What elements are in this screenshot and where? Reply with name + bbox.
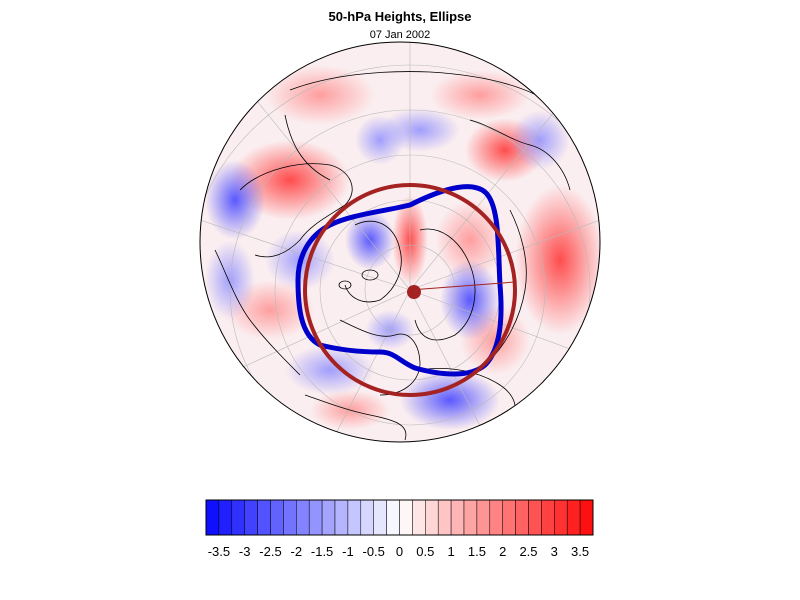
colorbar-swatch [450,499,465,536]
colorbar-tick-label: 0 [396,544,403,559]
colorbar-tick-labels: -3.5 -3 -2.5 -2 -1.5 -1 -0.5 0 0.5 1 1.5 2 2.5 3 3.5 [208,544,589,559]
colorbar-swatch [566,499,581,536]
colorbar-swatch [502,499,516,536]
colorbar-tick-label: -2.5 [259,544,281,559]
colorbar-swatch [373,499,387,536]
colorbar-tick-label: 2.5 [519,544,537,559]
colorbar-swatch [476,499,491,536]
colorbar-swatch [463,499,478,536]
colorbar-swatch [489,499,503,536]
circle-center-marker [407,285,421,299]
fitted-ellipse [295,184,504,377]
colorbar-swatch [360,499,374,536]
colorbar-swatch [528,499,542,536]
colorbar-swatch [218,499,233,536]
height-anomaly-field [200,42,600,442]
colorbar-tick-label: -1.5 [311,544,333,559]
colorbar-swatch [399,499,413,536]
colorbar-swatches [205,499,594,536]
colorbar-tick-label: 2 [499,544,506,559]
colorbar-tick-label: -2 [291,544,303,559]
colorbar-swatch [283,499,297,536]
globe-outline [199,41,601,443]
colorbar-swatch [412,499,426,536]
colorbar-swatch [205,499,220,536]
colorbar-tick-label: -0.5 [362,544,384,559]
map-date: 07 Jan 2002 [369,29,431,41]
colorbar-swatch [244,499,258,536]
fitted-circle [303,183,517,397]
colorbar-swatch [308,499,323,536]
colorbar-tick-label: 0.5 [416,544,434,559]
colorbar-tick-label: 3 [551,544,558,559]
colorbar-swatch [386,499,400,536]
colorbar-swatch [554,499,568,536]
colorbar-swatch [347,499,362,536]
colorbar-tick-label: -3 [239,544,251,559]
colorbar-swatch [296,499,310,536]
colorbar-tick-label: 3.5 [571,544,589,559]
colorbar-swatch [231,499,245,536]
colorbar-swatch [257,499,271,536]
colorbar-frame [205,499,594,536]
map-title: 50-hPa Heights, Ellipse [328,9,472,24]
colorbar-tick-label: -1 [342,544,354,559]
circle-radius-line [409,281,516,291]
colorbar-swatch [541,499,555,536]
graticule [200,42,600,442]
colorbar-swatch [515,499,529,536]
colorbar-tick-label: -3.5 [208,544,230,559]
colorbar-swatch [579,499,594,536]
colorbar-swatch [334,499,349,536]
colorbar-tick-label: 1.5 [468,544,486,559]
colorbar-swatch [270,499,284,536]
colorbar-swatch [425,499,439,536]
colorbar-swatch [321,499,336,536]
colorbar-swatch [437,499,452,536]
colorbar-tick-label: 1 [447,544,454,559]
